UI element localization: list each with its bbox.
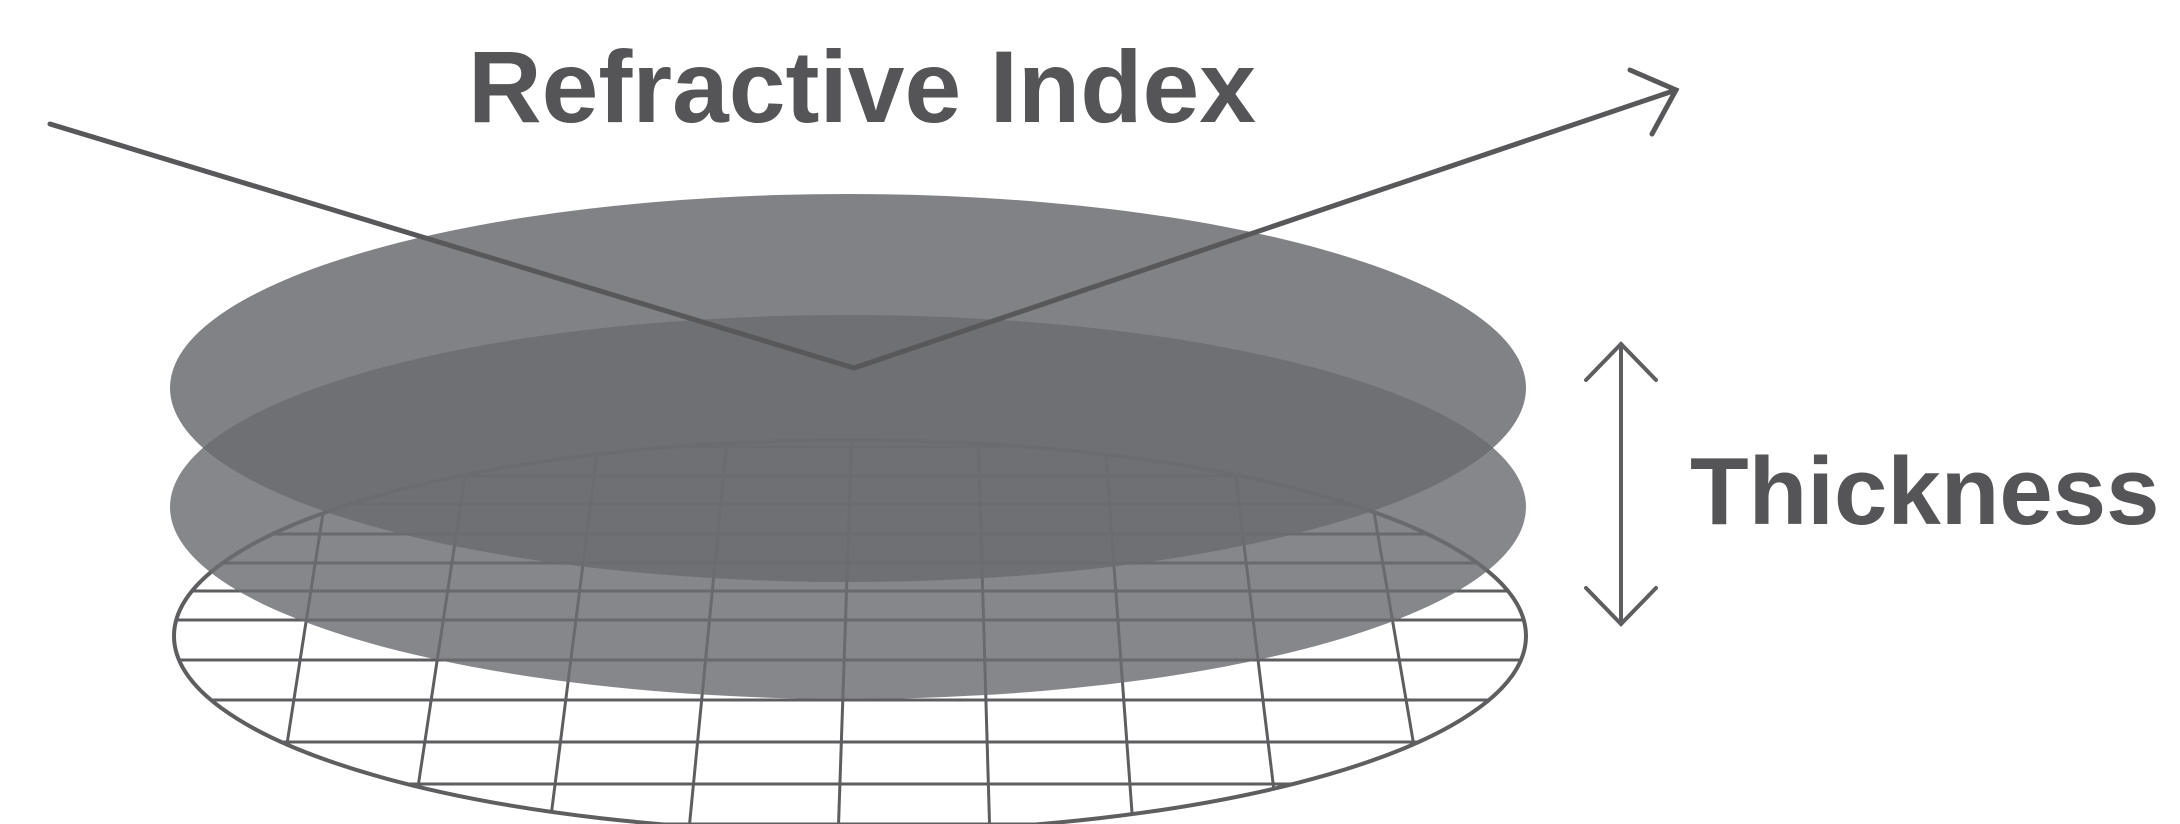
thickness-arrow [1584,341,1658,627]
thickness-label: Thickness [1690,438,2160,545]
refractive-index-label: Refractive Index [468,30,1256,144]
thickness-arrow-head-bottom [1584,586,1658,627]
film-layer-upper [170,194,1526,582]
incident-ray [47,121,857,371]
light-ray [47,67,1680,371]
reflected-ray [851,87,1679,371]
reflected-ray-arrowhead [1627,67,1680,137]
thickness-arrow-head-top [1584,341,1658,382]
